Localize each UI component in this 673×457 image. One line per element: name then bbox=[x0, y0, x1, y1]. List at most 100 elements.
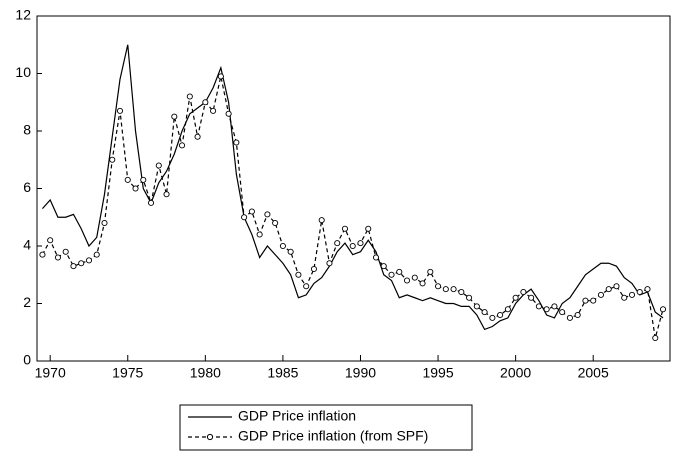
series-marker bbox=[132, 185, 139, 192]
series-marker bbox=[621, 294, 628, 301]
series-marker bbox=[39, 251, 46, 258]
series-marker bbox=[287, 248, 294, 255]
series-marker bbox=[388, 271, 395, 278]
y-tick-label: 4 bbox=[23, 237, 31, 253]
series-marker bbox=[597, 291, 605, 298]
series-marker bbox=[590, 297, 597, 304]
plot-frame bbox=[36, 15, 671, 362]
series-marker bbox=[264, 211, 271, 218]
x-tick-label: 1975 bbox=[112, 365, 143, 381]
series-marker bbox=[93, 251, 100, 258]
series-marker bbox=[334, 240, 341, 247]
x-tick-label: 1990 bbox=[345, 365, 376, 381]
series-marker bbox=[163, 191, 170, 198]
series-marker bbox=[186, 93, 193, 100]
y-tick-label: 2 bbox=[23, 294, 31, 310]
series-line bbox=[41, 44, 664, 331]
series-marker bbox=[427, 268, 434, 275]
series-marker bbox=[528, 294, 535, 301]
series-marker bbox=[171, 113, 178, 120]
series-marker bbox=[489, 314, 496, 321]
series-marker bbox=[341, 225, 349, 232]
series-marker bbox=[551, 303, 558, 310]
series-marker bbox=[85, 257, 93, 264]
series-marker bbox=[62, 248, 69, 255]
series-marker bbox=[419, 280, 426, 287]
series-marker bbox=[70, 263, 77, 270]
series-marker bbox=[512, 294, 519, 301]
series-marker bbox=[504, 306, 511, 313]
series-marker bbox=[605, 286, 612, 293]
series-marker bbox=[147, 199, 155, 206]
legend-box bbox=[179, 404, 473, 451]
series-marker bbox=[303, 283, 310, 290]
x-tick-label: 1970 bbox=[35, 365, 66, 381]
legend-label: GDP Price inflation bbox=[238, 408, 356, 424]
series-marker bbox=[210, 107, 217, 114]
series-marker bbox=[241, 214, 248, 221]
series-marker bbox=[411, 274, 418, 281]
x-tick-label: 1980 bbox=[190, 365, 221, 381]
series-marker bbox=[202, 99, 209, 106]
x-tick-label: 2000 bbox=[500, 365, 531, 381]
series-marker bbox=[155, 162, 162, 169]
series-marker bbox=[559, 309, 566, 316]
series-marker bbox=[652, 334, 659, 342]
series-marker bbox=[481, 309, 488, 316]
series-marker bbox=[458, 288, 465, 296]
series-marker bbox=[520, 288, 527, 296]
series-marker bbox=[326, 260, 333, 267]
series-marker bbox=[644, 286, 651, 293]
series-marker bbox=[380, 263, 387, 270]
series-marker bbox=[396, 268, 403, 275]
y-tick-label: 12 bbox=[15, 7, 31, 23]
x-tick-label: 1995 bbox=[422, 365, 453, 381]
series-marker bbox=[47, 237, 54, 244]
series-marker bbox=[256, 231, 263, 238]
series-marker bbox=[295, 271, 302, 278]
series-marker bbox=[636, 288, 643, 296]
series-marker bbox=[497, 311, 504, 319]
x-tick-label: 1985 bbox=[267, 365, 298, 381]
series-marker bbox=[628, 291, 636, 298]
series-marker bbox=[116, 107, 124, 114]
series-marker bbox=[435, 283, 442, 290]
series-marker bbox=[248, 208, 255, 215]
series-marker bbox=[566, 314, 573, 321]
y-tick-label: 8 bbox=[23, 122, 31, 138]
series-marker bbox=[582, 297, 589, 304]
series-marker bbox=[357, 240, 364, 247]
series-marker bbox=[272, 219, 279, 227]
y-tick-label: 0 bbox=[23, 352, 31, 368]
y-tick-label: 6 bbox=[23, 179, 31, 195]
series-marker bbox=[543, 306, 550, 313]
series-marker bbox=[109, 156, 116, 163]
series-marker bbox=[403, 277, 411, 284]
series-line bbox=[41, 76, 664, 339]
x-tick-label: 2005 bbox=[578, 365, 609, 381]
series-marker bbox=[179, 142, 186, 149]
y-tick-label: 10 bbox=[15, 64, 31, 80]
series-marker bbox=[233, 139, 240, 146]
series-marker bbox=[466, 294, 473, 301]
series-marker bbox=[124, 176, 131, 183]
series-marker bbox=[442, 286, 449, 293]
series-marker bbox=[365, 225, 372, 232]
series-marker bbox=[101, 219, 108, 227]
series-marker bbox=[659, 306, 667, 313]
series-marker bbox=[349, 242, 356, 250]
series-marker bbox=[318, 217, 325, 224]
series-marker bbox=[279, 242, 286, 250]
series-marker bbox=[140, 176, 147, 183]
series-marker bbox=[613, 283, 620, 290]
series-marker bbox=[310, 265, 317, 273]
series-marker bbox=[217, 73, 224, 80]
legend-marker bbox=[206, 433, 214, 441]
series-marker bbox=[78, 260, 85, 267]
series-marker bbox=[450, 286, 457, 293]
series-marker bbox=[535, 303, 542, 310]
series-marker bbox=[225, 110, 232, 117]
series-marker bbox=[54, 254, 61, 261]
